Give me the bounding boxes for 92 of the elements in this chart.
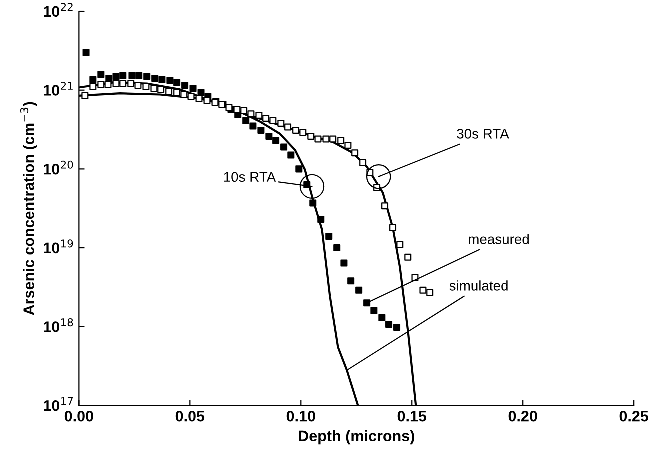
point <box>190 85 197 92</box>
point <box>386 321 393 328</box>
point <box>82 92 89 100</box>
point <box>278 120 285 127</box>
point <box>364 300 371 307</box>
point <box>266 132 273 140</box>
point <box>330 136 337 143</box>
point <box>348 278 355 285</box>
point <box>166 88 173 96</box>
point <box>128 72 136 80</box>
point <box>242 117 250 124</box>
point <box>112 73 120 80</box>
y-tick-label: 10$^{18}$ <box>44 318 74 332</box>
point <box>174 79 181 86</box>
annotation: 30s RTA <box>457 129 510 139</box>
point <box>334 244 341 252</box>
point <box>258 126 265 134</box>
point <box>300 129 307 136</box>
point <box>248 110 255 118</box>
point <box>308 132 315 140</box>
point <box>370 307 378 314</box>
y-tick-label: 10$^{21}$ <box>44 82 73 96</box>
point <box>142 83 150 90</box>
point <box>90 76 97 84</box>
point <box>296 166 303 173</box>
x-tick-label: 0.15 <box>398 410 427 422</box>
point <box>420 286 427 294</box>
point <box>284 124 292 131</box>
point <box>98 71 105 78</box>
point <box>390 224 397 232</box>
point <box>240 107 248 114</box>
y-axis-title: Arsenic concentration (cm$^{−3}$) <box>20 102 38 316</box>
point <box>262 114 270 122</box>
point <box>292 126 300 134</box>
point <box>288 152 295 159</box>
point <box>152 75 159 82</box>
point <box>134 82 142 90</box>
x-tick-label: 0.25 <box>620 410 649 422</box>
point <box>182 82 189 90</box>
y-tick-label: 10$^{20}$ <box>44 160 74 175</box>
point <box>136 72 143 80</box>
annotation: 10s RTA <box>224 172 276 182</box>
point <box>314 136 322 143</box>
point <box>280 144 288 151</box>
point <box>396 241 404 248</box>
point <box>318 216 325 224</box>
point <box>352 150 359 157</box>
point <box>120 80 127 88</box>
point <box>404 254 412 261</box>
point <box>310 200 317 207</box>
point <box>340 260 348 267</box>
x-tick-label: 0.10 <box>286 410 316 422</box>
point <box>234 106 241 114</box>
point <box>382 202 389 210</box>
annotation: simulated <box>450 280 508 291</box>
point <box>90 83 97 90</box>
point <box>356 286 363 294</box>
x-axis-title: Depth (microns) <box>299 430 414 445</box>
point <box>112 80 120 88</box>
point <box>322 136 330 143</box>
point <box>150 85 158 92</box>
point <box>104 81 112 88</box>
point <box>250 122 257 130</box>
point <box>196 95 203 102</box>
point <box>120 72 127 80</box>
point <box>360 159 367 166</box>
point <box>394 324 401 332</box>
point <box>166 77 174 84</box>
point <box>344 142 352 149</box>
x-tick-label: 0.05 <box>176 410 205 422</box>
point <box>256 112 263 119</box>
y-tick-label: 10$^{17}$ <box>44 397 73 412</box>
point <box>98 81 105 88</box>
point <box>128 80 135 88</box>
point <box>144 73 151 80</box>
point <box>204 97 211 104</box>
point <box>158 86 165 94</box>
point <box>158 76 166 84</box>
point <box>338 137 345 144</box>
point <box>188 93 195 100</box>
point <box>326 232 333 240</box>
point <box>272 137 280 144</box>
point <box>270 117 277 124</box>
x-tick-label: 0.00 <box>64 410 94 422</box>
x-tick-label: 0.20 <box>508 410 538 422</box>
point <box>426 289 434 296</box>
point <box>82 49 90 56</box>
y-tick-label: 10$^{19}$ <box>44 240 74 254</box>
point <box>180 91 188 98</box>
annotation: measured <box>469 234 529 244</box>
point <box>378 314 386 322</box>
y-tick-label: 10$^{22}$ <box>44 3 73 18</box>
